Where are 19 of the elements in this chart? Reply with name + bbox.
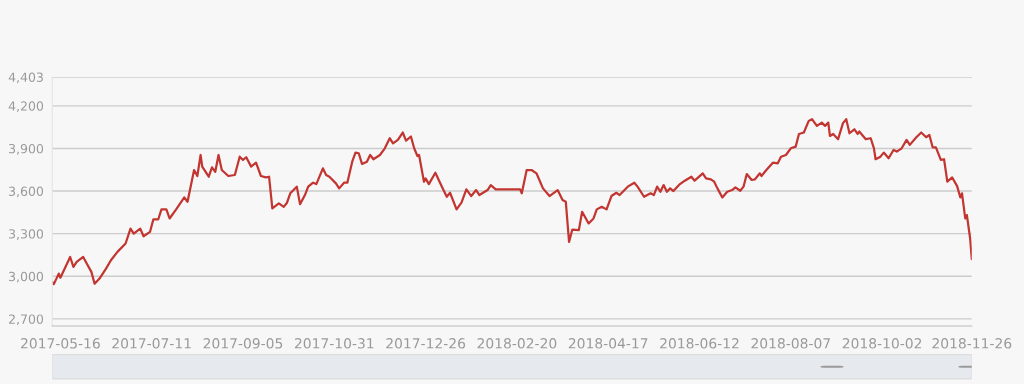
x-tick-label: 2018-04-17 [568,338,648,349]
x-tick-label: 2018-11-26 [932,338,1012,349]
line-series [52,118,972,286]
x-tick-label: 2017-09-05 [203,338,283,349]
x-tick-label: 2018-06-12 [660,338,739,349]
y-tick-label: 4,403 [8,72,43,84]
y-tick-label: 3,300 [9,229,44,240]
x-tick-label: 2017-07-11 [112,338,191,349]
x-tick-label: 2017-05-16 [21,338,100,349]
x-tick-label: 2017-12-26 [386,338,466,349]
y-tick-label: 4,200 [8,101,44,113]
y-tick-label: 3,600 [9,186,44,198]
x-tick-label: 2018-08-07 [751,338,830,349]
x-tick-label: 2017-10-31 [294,338,374,349]
y-tick-label: 3,000 [9,271,44,283]
x-tick-label: 2018-10-02 [842,338,922,349]
x-tick-label: 2018-02-20 [477,338,557,349]
y-tick-label: 2,700 [9,314,44,326]
y-tick-label: 3,900 [9,143,44,155]
